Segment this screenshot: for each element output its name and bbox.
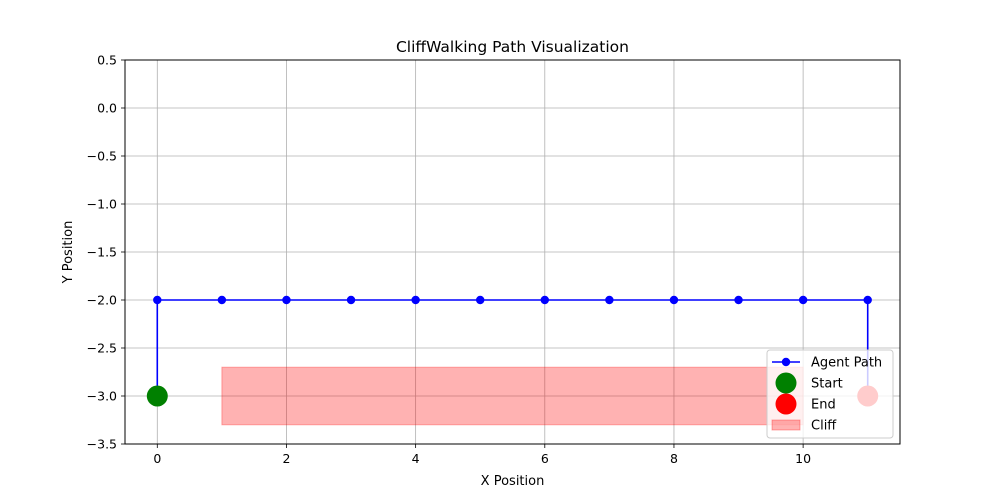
y-axis-title: Y Position (61, 221, 76, 285)
x-tick-label: 8 (670, 451, 678, 466)
x-tick-label: 10 (795, 451, 811, 466)
agent-path-point (798, 295, 808, 305)
legend-label: Agent Path (811, 356, 882, 371)
agent-path-point (540, 295, 549, 305)
legend-marker-icon (781, 357, 791, 367)
agent-path-point (863, 295, 872, 305)
x-tick-label: 6 (541, 451, 549, 466)
legend: Agent Path Start End Cliff (766, 349, 894, 439)
y-tick-label: 0.0 (97, 101, 117, 116)
cliff-region-layer (221, 366, 804, 426)
y-tick-label: −3.0 (87, 389, 117, 404)
x-tick-label: 2 (282, 451, 290, 466)
agent-path-point (669, 295, 679, 305)
legend-marker-icon (775, 393, 797, 415)
series-layer (153, 295, 872, 396)
agent-path-point (346, 295, 356, 305)
chart-title: CliffWalking Path Visualization (396, 38, 629, 56)
y-tick-label: −3.5 (87, 437, 117, 452)
y-tick-label: −0.5 (87, 149, 117, 164)
legend-label: End (811, 398, 836, 413)
agent-path-line (156, 299, 869, 396)
x-axis-title: X Position (481, 474, 545, 489)
y-tick-label: −1.0 (87, 197, 117, 212)
y-tick-label: −1.5 (87, 245, 117, 260)
y-tick-label: −2.0 (87, 293, 117, 308)
x-tick-label: 0 (153, 451, 161, 466)
agent-path-point (476, 295, 485, 305)
y-tick-label: −2.5 (87, 341, 117, 356)
agent-path-point (217, 295, 227, 305)
x-tick-label: 4 (412, 451, 420, 466)
agent-path-point (282, 295, 291, 305)
legend-box (766, 349, 894, 439)
agent-path-point (153, 295, 162, 305)
start-point (146, 385, 168, 407)
agent-path-point (734, 295, 743, 305)
agent-path-point (411, 295, 420, 305)
y-tick-label: 0.5 (97, 53, 117, 68)
legend-label: Start (811, 377, 843, 392)
ticks: 0 2 4 6 8 10 0.5 0.0 −0.5 −1.0 −1.5 −2.0 −2.5 −3.0 −3.… (87, 53, 811, 467)
cliff-region (221, 366, 804, 426)
agent-path-point (605, 295, 614, 305)
legend-patch-icon (771, 419, 801, 431)
legend-label: Cliff (811, 419, 837, 434)
legend-marker-icon (775, 372, 797, 394)
